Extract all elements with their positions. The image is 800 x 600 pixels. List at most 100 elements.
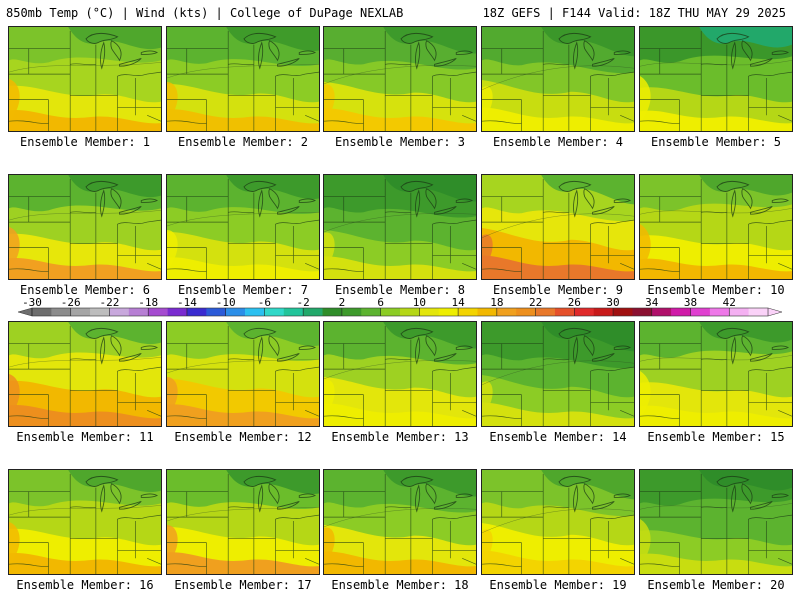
scale-color-swatch [283,308,304,316]
scale-color-swatch [167,308,188,316]
scale-tick-label: -10 [216,296,236,309]
scale-color-swatch [516,308,536,316]
temperature-field [9,322,161,426]
scale-color-swatch [322,308,343,316]
model-valid-time: 18Z GEFS | F144 Valid: 18Z THU MAY 29 20… [482,6,786,20]
ensemble-member-label: Ensemble Member: 4 [492,135,624,149]
ensemble-member-map [481,26,635,132]
ensemble-member-label: Ensemble Member: 2 [177,135,309,149]
ensemble-member-label: Ensemble Member: 19 [489,578,627,592]
ensemble-member-label: Ensemble Member: 3 [334,135,466,149]
ensemble-member-map [8,469,162,575]
scale-tick-label: 2 [339,296,346,309]
temperature-field [9,470,161,574]
scale-color-swatch [51,308,72,316]
ensemble-member-map [323,469,477,575]
temperature-field [640,27,792,131]
scale-max-arrow [767,307,783,317]
scale-color-swatch [690,308,711,316]
ensemble-member-map [639,174,793,280]
temperature-field [167,175,319,279]
temperature-color-scale: -30 -26 -22 -18 -14 -10 -6 -2 2 6 10 14 18 22 26 30 34 38… [17,296,783,317]
temperature-field [482,470,634,574]
ensemble-member-label: Ensemble Member: 16 [16,578,154,592]
scale-tick-label: 42 [723,296,736,309]
ensemble-member-map [639,26,793,132]
ensemble-member-label: Ensemble Member: 17 [174,578,312,592]
temperature-field [482,27,634,131]
scale-color-swatch [70,308,91,316]
ensemble-member-map [481,174,635,280]
scale-color-swatch [651,308,672,316]
scale-tick-label: 26 [568,296,581,309]
ensemble-member-label: Ensemble Member: 10 [647,283,785,297]
scale-color-swatch [496,308,517,316]
temperature-field [9,175,161,279]
scale-color-swatch [148,308,168,316]
scale-color-swatch [341,308,362,316]
scale-color-swatch [748,308,769,316]
scale-color-swatch [458,308,478,316]
scale-tick-label: -26 [61,296,81,309]
temperature-field [167,470,319,574]
ensemble-member-label: Ensemble Member: 5 [650,135,782,149]
scale-color-swatch [380,308,401,316]
scale-color-swatch [613,308,633,316]
scale-color-swatch [400,308,420,316]
temperature-field [482,175,634,279]
scale-tick-label: 18 [490,296,503,309]
ensemble-member-label: Ensemble Member: 15 [647,430,785,444]
scale-tick-label: 30 [606,296,619,309]
ensemble-member-label: Ensemble Member: 8 [334,283,466,297]
scale-tick-label: 6 [377,296,384,309]
ensemble-member-map [639,469,793,575]
scale-color-swatch [438,308,459,316]
ensemble-member-map [323,174,477,280]
scale-color-swatch [535,308,556,316]
scale-color-swatch [90,308,110,316]
scale-color-swatch [574,308,594,316]
ensemble-member-map [323,321,477,427]
ensemble-member-map [8,174,162,280]
scale-tick-label: 10 [413,296,426,309]
ensemble-member-map [323,26,477,132]
map-title: 850mb Temp (°C) | Wind (kts) | College o… [6,6,404,20]
scale-color-swatch [593,308,614,316]
scale-color-swatch [729,308,749,316]
scale-color-swatch [709,308,730,316]
ensemble-member-label: Ensemble Member: 20 [647,578,785,592]
ensemble-member-label: Ensemble Member: 14 [489,430,627,444]
scale-color-swatch [245,308,265,316]
ensemble-member-label: Ensemble Member: 7 [177,283,309,297]
scale-min-arrow [17,307,33,317]
scale-color-swatch [477,308,498,316]
temperature-field [9,27,161,131]
ensemble-member-map [8,321,162,427]
temperature-field [167,27,319,131]
scale-tick-label: -6 [258,296,271,309]
scale-tick-label: -22 [100,296,120,309]
scale-tick-label: 34 [645,296,659,309]
ensemble-member-label: Ensemble Member: 11 [16,430,154,444]
temperature-field [640,175,792,279]
ensemble-member-map [8,26,162,132]
scale-tick-label: 38 [684,296,697,309]
ensemble-member-map [166,469,320,575]
ensemble-member-label: Ensemble Member: 18 [331,578,469,592]
ensemble-member-map [481,321,635,427]
scale-tick-label: -2 [297,296,310,309]
scale-tick-label: -14 [177,296,197,309]
scale-color-swatch [225,308,246,316]
scale-color-swatch [32,308,52,316]
temperature-field [640,322,792,426]
ensemble-member-label: Ensemble Member: 6 [19,283,151,297]
temperature-field [324,322,476,426]
ensemble-member-map [481,469,635,575]
ensemble-member-map [166,174,320,280]
temperature-field [640,470,792,574]
scale-tick-label: -30 [22,296,42,309]
temperature-field [324,27,476,131]
scale-color-swatch [303,308,323,316]
scale-color-swatch [671,308,691,316]
ensemble-member-map [639,321,793,427]
